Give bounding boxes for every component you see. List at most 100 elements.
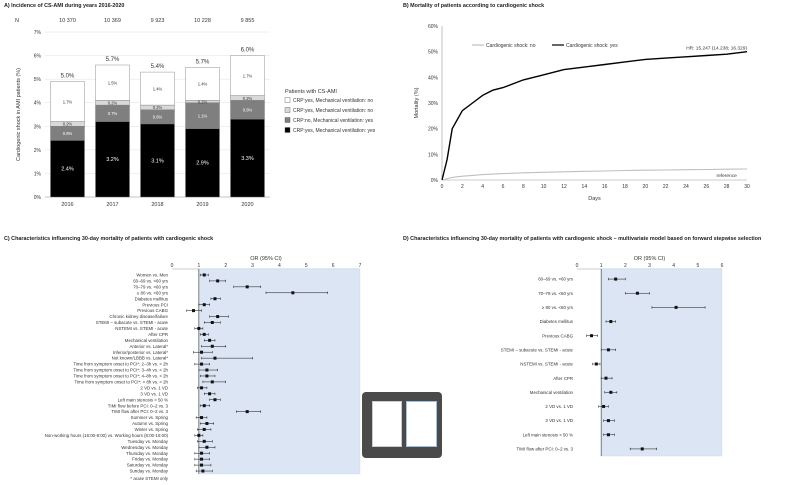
bar-value-label: 1.4% xyxy=(198,82,208,87)
row-label: Previous PCI xyxy=(142,302,168,307)
row-label: Saturday vs. Monday xyxy=(127,463,169,468)
row-label: Thursday vs. Monday xyxy=(126,451,169,456)
row-label: ≥ 80 vs. <60 yrs xyxy=(542,305,574,310)
y-tick-label: 3% xyxy=(34,124,42,130)
row-label: TIMI flow before PCI: 0–2 vs. 3 xyxy=(108,403,169,408)
bar-total-label: 5.4% xyxy=(151,64,165,70)
legend-label: CRP:yes, Mechanical ventilation: no xyxy=(293,98,373,104)
row-label: 3 VD vs. 1 VD xyxy=(140,391,168,396)
or-point xyxy=(606,419,610,423)
or-point xyxy=(202,303,206,307)
x-tick-label: 6 xyxy=(721,263,724,269)
x-tick-label: 6 xyxy=(502,184,505,190)
bar-value-label: 0.2% xyxy=(108,101,118,106)
x-tick-label: 6 xyxy=(332,263,335,269)
bar-value-label: 0.7% xyxy=(108,111,118,116)
y-axis-label: Mortality (%) xyxy=(414,87,420,118)
x-tick-label: 12 xyxy=(561,184,567,190)
or-point xyxy=(210,380,214,384)
or-point xyxy=(202,332,206,336)
row-label: Diabetes mellitus xyxy=(135,296,169,301)
or-point xyxy=(640,447,644,451)
row-label: Sunday vs. Monday xyxy=(129,469,168,474)
bar-total-label: 5.7% xyxy=(196,59,210,65)
legend-label: CRP:yes, Mechanical ventilation: yes xyxy=(293,128,376,134)
or-point xyxy=(213,356,217,360)
n-label: N xyxy=(15,18,19,24)
row-label: Mechanical ventilation xyxy=(125,338,169,343)
row-label: Non-working hours (16:00-8:00) vs. Worki… xyxy=(45,433,169,438)
or-point xyxy=(602,404,606,408)
bar-total-label: 6.0% xyxy=(241,48,255,54)
or-point xyxy=(197,326,201,330)
bar-value-label: 0.6% xyxy=(153,115,163,120)
row-label: Mechanical ventilation xyxy=(530,390,574,395)
or-point xyxy=(213,297,217,301)
or-point xyxy=(635,291,639,295)
or-point xyxy=(594,362,598,366)
bar-segment xyxy=(185,102,220,129)
or-point xyxy=(205,445,209,449)
shaded-region xyxy=(198,268,361,475)
y-tick-label: 4% xyxy=(34,101,42,107)
bar-segment xyxy=(185,67,220,101)
x-tick-label: 4 xyxy=(672,263,675,269)
y-tick-label: 20% xyxy=(428,127,439,133)
or-point xyxy=(210,321,214,324)
x-tick-label: 3 xyxy=(648,263,651,269)
bar-value-label: 0.1% xyxy=(198,99,208,104)
row-label: Time from symptom onset to PCI*: 2–3h vs… xyxy=(73,362,168,367)
bar-value-label: 0.8% xyxy=(243,108,253,113)
x-tick-label: 10 xyxy=(541,184,547,190)
chart-b-mortality-line: 0%10%20%30%40%50%60%0 2 4 6 8 10 12 14 16 18 20 22 2… xyxy=(414,24,750,202)
row-label: TIMI flow after PCI: 0–2 vs. 3 xyxy=(516,447,573,452)
series-line xyxy=(441,51,748,181)
thumbnail-preview[interactable] xyxy=(362,392,442,458)
y-tick-label: 40% xyxy=(428,75,439,81)
row-label: Chronic kidney disease/failure xyxy=(109,314,168,319)
panel-c-title: C) Characteristics influencing 30-day mo… xyxy=(4,236,214,242)
y-tick-label: 30% xyxy=(428,101,439,107)
row-label: 70–79 vs. <60 yrs xyxy=(538,291,574,296)
x-tick-label: 22 xyxy=(663,184,669,190)
x-tick-label: 2 xyxy=(224,263,227,269)
or-point xyxy=(202,273,206,277)
x-tick-label: 30 xyxy=(744,184,750,190)
thumbnail-page-figure[interactable] xyxy=(406,401,437,447)
bar-segment xyxy=(185,128,220,198)
footnote: * acute STEMI only xyxy=(130,476,168,481)
row-label: TIMI flow after PCI: 0–2 vs. 3 xyxy=(111,409,168,414)
x-tick-label: 0 xyxy=(171,263,174,269)
or-point xyxy=(200,457,204,461)
bar-value-label: 1.7% xyxy=(243,73,253,78)
x-tick-label: 28 xyxy=(724,184,730,190)
panel-b-title: B) Mortality of patients according to ca… xyxy=(403,3,545,9)
row-label: Not known/LBBB vs. Lateral* xyxy=(112,356,169,361)
n-value: 10 370 xyxy=(59,18,76,24)
row-label: Winter vs. Spring xyxy=(135,427,169,432)
y-tick-label: 2% xyxy=(34,148,42,154)
row-label: After CPR xyxy=(553,376,573,381)
thumbnail-page-table[interactable] xyxy=(372,401,402,447)
legend-title: Patients with CS-AMI xyxy=(285,89,337,95)
y-tick-label: 6% xyxy=(34,54,42,60)
or-point xyxy=(201,469,205,473)
panel-a-title: A) Incidence of CS-AMI during years 2016… xyxy=(4,3,125,9)
or-point xyxy=(609,390,613,394)
or-point xyxy=(606,433,610,437)
or-point xyxy=(208,392,212,396)
or-point xyxy=(200,416,204,420)
legend-label: Cardiogenic shock: no xyxy=(486,43,536,49)
bar-value-label: 0.2% xyxy=(243,96,253,101)
bar-value-label: 0.2% xyxy=(153,105,163,110)
legend-swatch xyxy=(284,127,291,133)
or-point xyxy=(200,362,204,366)
reference-annotation: reference xyxy=(717,173,738,179)
row-label: After CPR xyxy=(148,332,168,337)
bar-value-label: 3.2% xyxy=(106,157,119,163)
panel-d-title: D) Characteristics influencing 30-day mo… xyxy=(403,236,762,242)
or-point xyxy=(590,334,593,338)
row-label: Anterior vs. Lateral* xyxy=(129,344,168,349)
bar-value-label: 0.6% xyxy=(63,131,73,136)
